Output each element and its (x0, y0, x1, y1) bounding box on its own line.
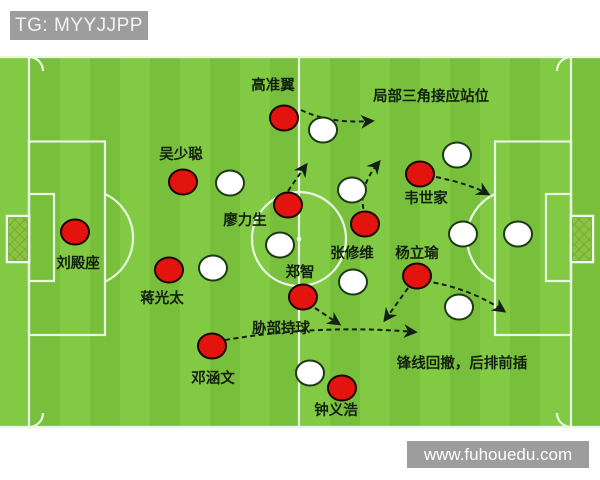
svg-text:钟义浩: 钟义浩 (314, 401, 358, 419)
svg-text:廖力生: 廖力生 (223, 211, 267, 229)
svg-text:刘殿座: 刘殿座 (56, 254, 100, 272)
svg-text:张修维: 张修维 (330, 244, 374, 262)
svg-text:郑智: 郑智 (286, 263, 315, 281)
svg-text:高准翼: 高准翼 (251, 76, 295, 94)
svg-text:韦世家: 韦世家 (404, 189, 448, 207)
svg-text:局部三角接应站位: 局部三角接应站位 (373, 87, 489, 105)
svg-text:锋线回撤，后排前插: 锋线回撤，后排前插 (397, 354, 528, 372)
svg-text:蒋光太: 蒋光太 (140, 289, 184, 307)
svg-text:杨立瑜: 杨立瑜 (395, 244, 439, 262)
svg-text:胁部持球: 胁部持球 (252, 319, 310, 337)
svg-text:吴少聪: 吴少聪 (159, 145, 203, 163)
svg-text:邓涵文: 邓涵文 (191, 369, 235, 387)
